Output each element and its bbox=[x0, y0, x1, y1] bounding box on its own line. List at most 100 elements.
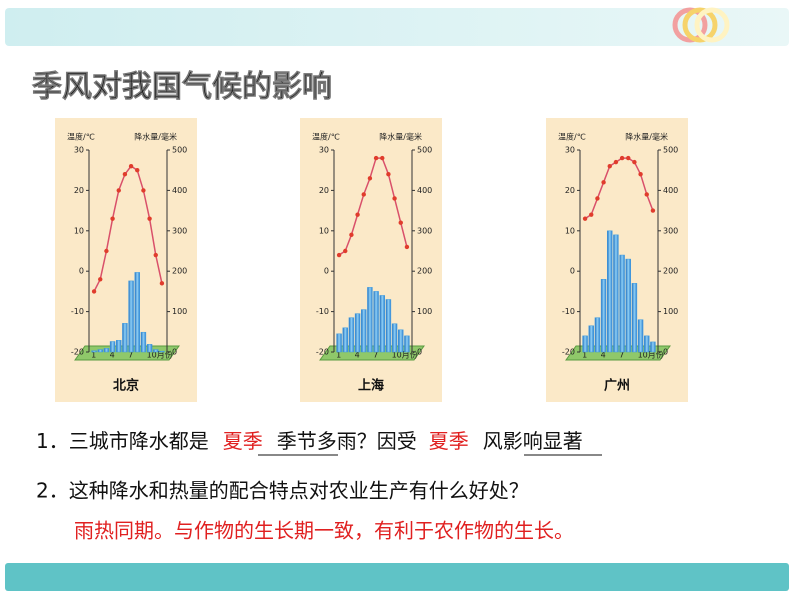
y-axis-label: 温度/℃ bbox=[312, 132, 340, 142]
y-tick-label: 30 bbox=[319, 146, 329, 155]
precip-bar bbox=[146, 344, 153, 353]
temp-point bbox=[116, 188, 121, 193]
precip-bar bbox=[385, 299, 392, 353]
temp-point bbox=[626, 155, 631, 161]
y-tick-label: 30 bbox=[74, 146, 84, 155]
precip-bar bbox=[625, 258, 631, 353]
precip-bar bbox=[404, 335, 410, 353]
y-tick-label: -10 bbox=[316, 307, 329, 316]
decor bbox=[672, 7, 730, 43]
precip-bar bbox=[103, 348, 110, 353]
precip-bar bbox=[379, 295, 385, 353]
y2-tick-label: 0 bbox=[172, 348, 177, 357]
temp-point bbox=[98, 277, 103, 282]
temp-point bbox=[355, 212, 360, 217]
x-tick-label: 10月份 bbox=[147, 350, 173, 360]
x-tick-label: 1 bbox=[91, 351, 96, 360]
y2-tick-label: 500 bbox=[663, 146, 678, 155]
x-tick-label: 7 bbox=[373, 351, 378, 360]
charts: 温度/℃ 降水量/毫米-20-10010203001002003004005001… bbox=[55, 118, 688, 402]
y-tick-label: 20 bbox=[565, 186, 575, 195]
y2-tick-label: 500 bbox=[417, 146, 432, 155]
q1-text: 1．三城市降水都是 bbox=[36, 429, 209, 453]
temp-line bbox=[584, 157, 654, 220]
q1-text: 风影响显著 bbox=[483, 429, 583, 453]
y2-tick-label: 400 bbox=[172, 186, 187, 195]
y-tick-label: -20 bbox=[562, 348, 575, 357]
x-tick-label: 4 bbox=[110, 351, 115, 360]
temp-point bbox=[380, 155, 385, 161]
precip-bar bbox=[361, 309, 367, 353]
precip-bar bbox=[348, 317, 355, 353]
y-tick-label: 0 bbox=[324, 267, 329, 276]
y-tick-label: 0 bbox=[79, 267, 84, 276]
temp-point bbox=[398, 220, 403, 225]
temp-line bbox=[338, 157, 408, 256]
precip-bar bbox=[588, 325, 594, 353]
precip-bar bbox=[159, 350, 165, 353]
y-tick-label: 10 bbox=[74, 226, 84, 235]
y2-tick-label: 0 bbox=[663, 348, 668, 357]
precip-bar bbox=[594, 317, 601, 353]
precip-bar bbox=[619, 254, 625, 353]
temp-point bbox=[367, 176, 373, 181]
question-2: 2．这种降水和热量的配合特点对农业生产有什么好处？ bbox=[36, 479, 529, 503]
q1-answer: 夏季 bbox=[223, 429, 263, 453]
temp-point bbox=[619, 155, 625, 161]
y-axis-label: 温度/℃ bbox=[67, 132, 95, 142]
temp-point bbox=[361, 192, 366, 197]
x-tick-label: 7 bbox=[619, 351, 624, 360]
y-tick-label: 20 bbox=[74, 186, 84, 195]
y2-tick-label: 300 bbox=[663, 226, 678, 235]
temp-point bbox=[343, 248, 348, 254]
x-tick-label: 4 bbox=[355, 351, 360, 360]
question-1: 1．三城市降水都是 夏季 季节多雨？因受 夏季 风影响显著 bbox=[36, 429, 583, 453]
temp-point bbox=[104, 248, 109, 254]
temp-point bbox=[638, 172, 643, 177]
temp-point bbox=[159, 281, 165, 286]
city-label: 北京 bbox=[113, 378, 139, 394]
precip-bar bbox=[607, 230, 613, 353]
precip-bar bbox=[153, 349, 159, 353]
temp-point bbox=[91, 289, 97, 294]
y2-axis-label: 降水量/毫米 bbox=[625, 132, 668, 142]
precip-bar bbox=[140, 331, 147, 353]
temp-point bbox=[632, 159, 637, 165]
temp-point bbox=[373, 155, 379, 161]
y-tick-label: -10 bbox=[562, 307, 575, 316]
y2-tick-label: 400 bbox=[663, 186, 678, 195]
temp-point bbox=[128, 163, 134, 169]
y-tick-label: 10 bbox=[319, 226, 329, 235]
precip-bar bbox=[650, 341, 656, 353]
y2-tick-label: 200 bbox=[172, 267, 187, 276]
y2-tick-label: 300 bbox=[172, 226, 187, 235]
temp-point bbox=[110, 216, 115, 221]
precip-bar bbox=[109, 341, 116, 353]
y-tick-label: 0 bbox=[570, 267, 575, 276]
temp-point bbox=[141, 188, 146, 193]
precip-bar bbox=[91, 350, 97, 353]
temp-point bbox=[589, 212, 594, 217]
temp-point bbox=[607, 163, 612, 169]
temp-point bbox=[601, 180, 606, 185]
y2-tick-label: 100 bbox=[417, 307, 432, 316]
precip-bar bbox=[613, 234, 619, 353]
y-tick-label: 10 bbox=[565, 226, 575, 235]
x-tick-label: 4 bbox=[601, 351, 606, 360]
footer-bar bbox=[5, 563, 789, 591]
temp-point bbox=[650, 208, 656, 213]
y-tick-label: -10 bbox=[71, 307, 84, 316]
precip-bar bbox=[637, 319, 644, 353]
slide-title: 季风对我国气候的影响 bbox=[32, 70, 332, 105]
city-label: 上海 bbox=[358, 378, 384, 394]
temp-point bbox=[404, 244, 410, 250]
q1-text: 季节多雨？因受 bbox=[277, 429, 417, 453]
precip-bar bbox=[122, 323, 128, 353]
precip-bar bbox=[354, 313, 361, 353]
temp-point bbox=[582, 216, 588, 221]
precip-bar bbox=[391, 323, 398, 353]
temp-point bbox=[595, 196, 600, 201]
temp-point bbox=[336, 252, 342, 258]
temp-point bbox=[147, 216, 152, 221]
